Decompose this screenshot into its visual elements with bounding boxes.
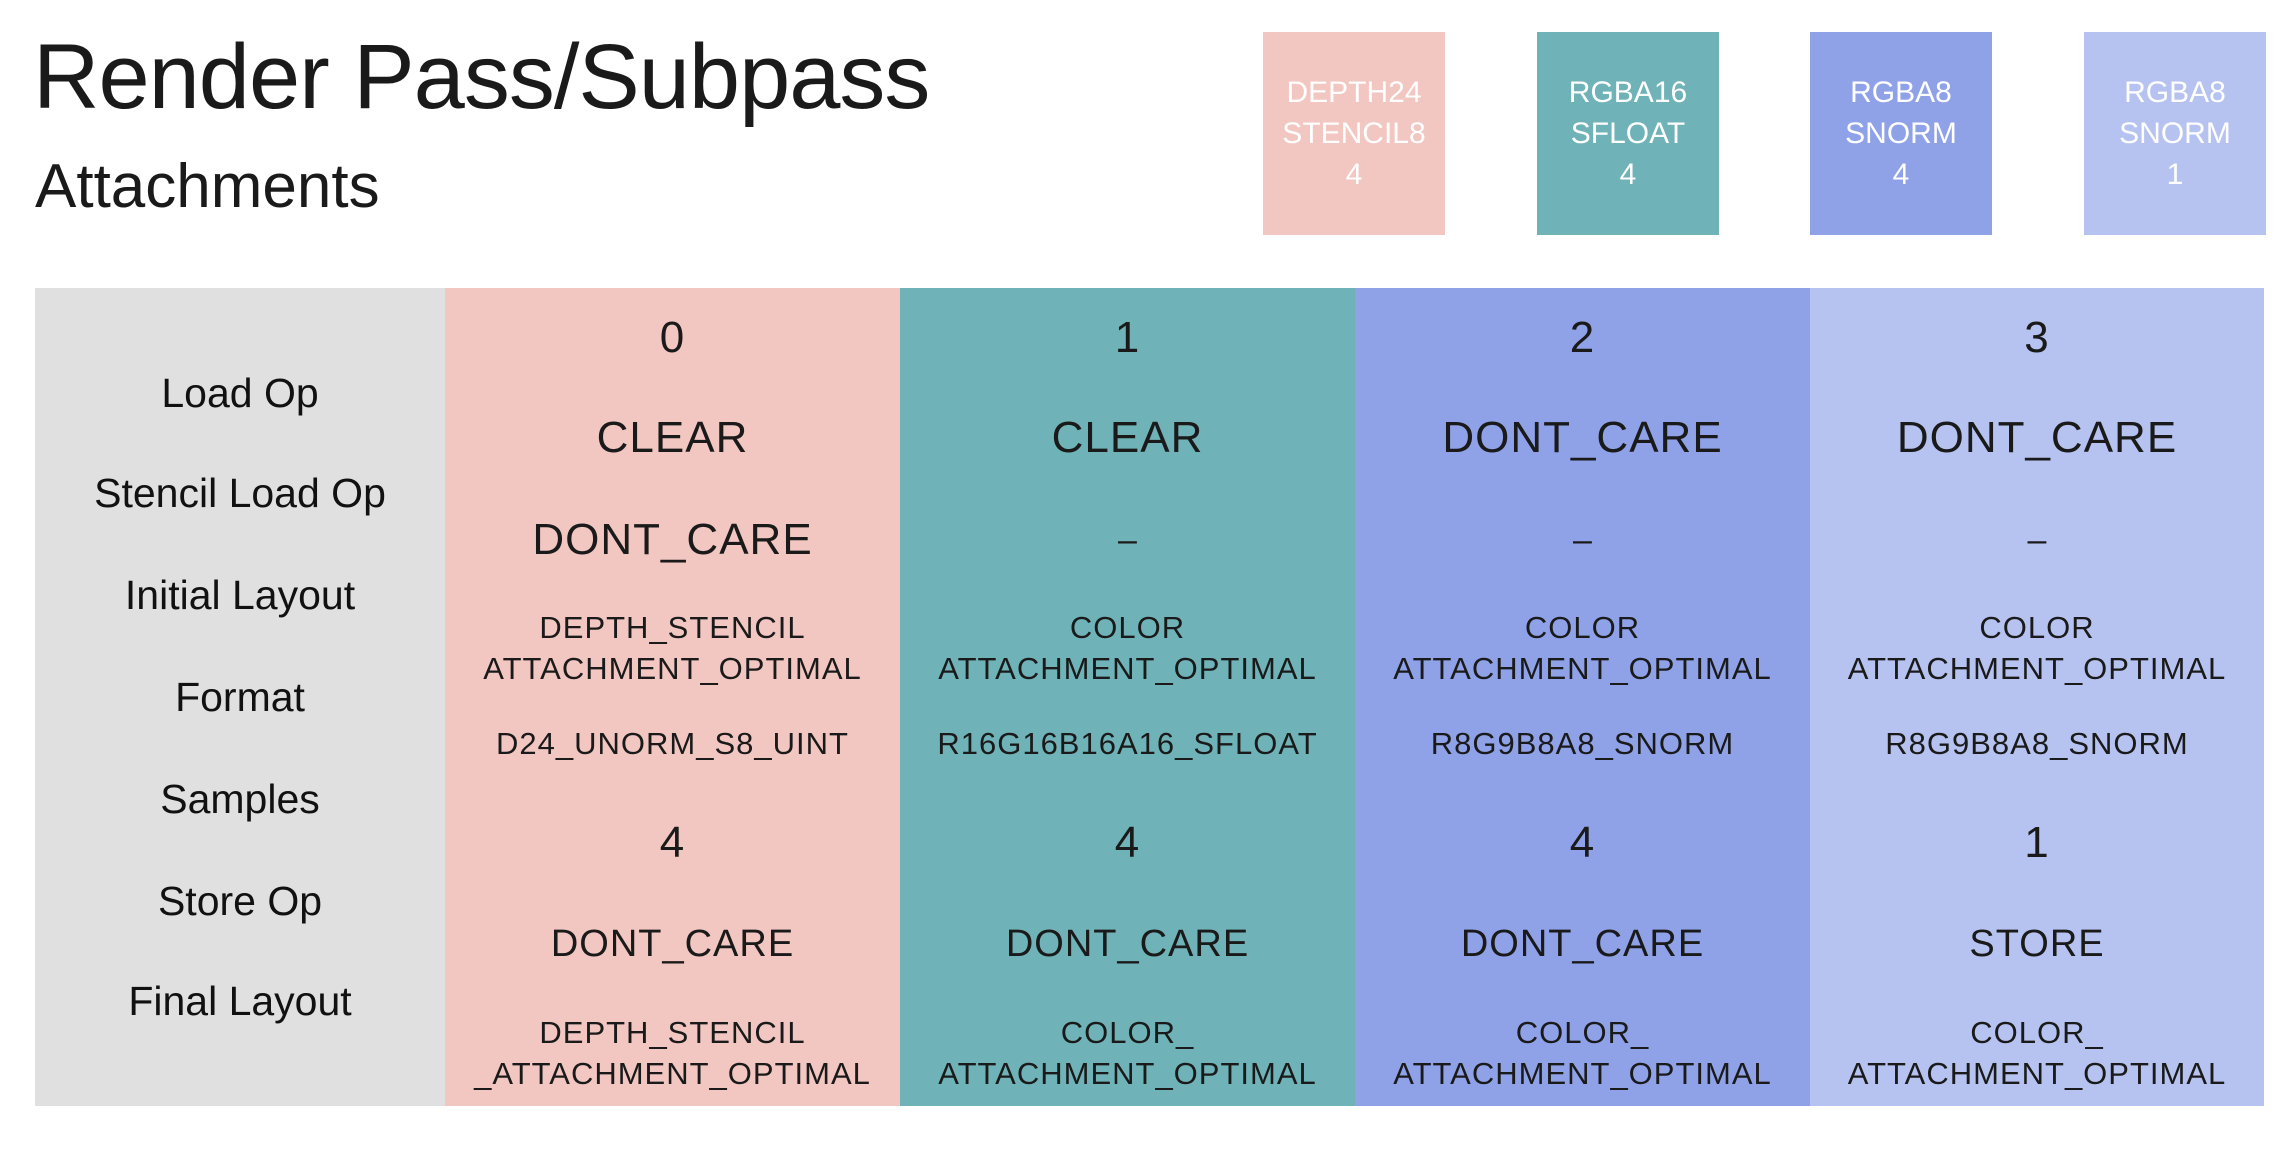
initial-layout-value: COLOR ATTACHMENT_OPTIMAL	[1810, 603, 2264, 693]
attachment-column-0: 0 CLEAR DONT_CARE DEPTH_STENCIL ATTACHME…	[445, 288, 900, 1106]
row-label-format: Format	[175, 673, 305, 720]
final-layout-line: ATTACHMENT_OPTIMAL	[1847, 1056, 2227, 1091]
swatch-line: RGBA8	[1850, 76, 1952, 109]
initial-layout-line: ATTACHMENT_OPTIMAL	[1393, 651, 1772, 686]
swatch-line: 4	[1619, 158, 1637, 191]
load-op-value: DONT_CARE	[1442, 413, 1723, 462]
swatch-line: STENCIL8	[1282, 117, 1426, 150]
attachment-index: 2	[1569, 313, 1596, 362]
final-layout-line: COLOR_	[1515, 1015, 1650, 1050]
swatch-attachment-3: RGBA8 SNORM 1	[2084, 32, 2266, 235]
row-label-samples: Samples	[160, 775, 320, 822]
load-op-value: CLEAR	[1051, 413, 1204, 462]
final-layout-value: COLOR_ ATTACHMENT_OPTIMAL	[1810, 1008, 2264, 1098]
samples-value: 1	[2024, 818, 2050, 867]
attachment-column-3: 3 DONT_CARE – COLOR ATTACHMENT_OPTIMAL R…	[1810, 288, 2264, 1106]
stencil-load-op-value: DONT_CARE	[532, 515, 813, 564]
initial-layout-line: ATTACHMENT_OPTIMAL	[1847, 651, 2227, 686]
attachment-column-1: 1 CLEAR – COLOR ATTACHMENT_OPTIMAL R16G1…	[900, 288, 1355, 1106]
initial-layout-line: DEPTH_STENCIL	[539, 610, 806, 645]
samples-value: 4	[1114, 818, 1141, 867]
swatch-attachment-1: RGBA16 SFLOAT 4	[1537, 32, 1719, 235]
swatch-line: 1	[2166, 158, 2184, 191]
initial-layout-line: COLOR	[1979, 610, 2095, 645]
initial-layout-line: COLOR	[1524, 610, 1641, 645]
stencil-load-op-value: –	[1573, 520, 1592, 559]
store-op-value: DONT_CARE	[550, 922, 795, 965]
initial-layout-value: COLOR ATTACHMENT_OPTIMAL	[900, 603, 1355, 693]
samples-value: 4	[659, 818, 686, 867]
final-layout-line: COLOR_	[1970, 1015, 2104, 1050]
row-label-store-op: Store Op	[157, 877, 323, 924]
row-label-load-op: Load Op	[161, 369, 319, 416]
swatch-attachment-0: DEPTH24 STENCIL8 4	[1263, 32, 1445, 235]
attachment-index: 1	[1114, 313, 1141, 362]
stencil-load-op-value: –	[1118, 520, 1137, 559]
swatch-line: SFLOAT	[1570, 117, 1686, 150]
attachment-index: 0	[659, 313, 686, 362]
row-label-initial-layout: Initial Layout	[124, 571, 356, 618]
swatch-line: 4	[1892, 158, 1910, 191]
initial-layout-value: DEPTH_STENCIL ATTACHMENT_OPTIMAL	[445, 603, 900, 693]
final-layout-value: COLOR_ ATTACHMENT_OPTIMAL	[1355, 1008, 1810, 1098]
format-value: R8G9B8A8_SNORM	[1885, 725, 2189, 761]
initial-layout-value: COLOR ATTACHMENT_OPTIMAL	[1355, 603, 1810, 693]
page-title: Render Pass/Subpass	[33, 26, 930, 128]
row-label-stencil-load-op: Stencil Load Op	[94, 469, 386, 516]
page-subtitle: Attachments	[35, 152, 380, 221]
stencil-load-op-value: –	[2027, 520, 2047, 559]
final-layout-line: ATTACHMENT_OPTIMAL	[1393, 1056, 1772, 1091]
swatch-line: SNORM	[1845, 117, 1957, 150]
swatch-attachment-2: RGBA8 SNORM 4	[1810, 32, 1992, 235]
samples-value: 4	[1569, 818, 1596, 867]
store-op-value: DONT_CARE	[1460, 922, 1705, 965]
final-layout-value: DEPTH_STENCIL _ATTACHMENT_OPTIMAL	[445, 1008, 900, 1098]
final-layout-value: COLOR_ ATTACHMENT_OPTIMAL	[900, 1008, 1355, 1098]
format-value: R16G16B16A16_SFLOAT	[937, 725, 1318, 761]
initial-layout-line: ATTACHMENT_OPTIMAL	[938, 651, 1317, 686]
swatch-line: SNORM	[2119, 117, 2231, 150]
attachment-index: 3	[2024, 313, 2050, 362]
final-layout-line: _ATTACHMENT_OPTIMAL	[474, 1056, 871, 1091]
final-layout-line: ATTACHMENT_OPTIMAL	[938, 1056, 1317, 1091]
final-layout-line: COLOR_	[1060, 1015, 1195, 1050]
format-value: D24_UNORM_S8_UINT	[496, 725, 849, 761]
row-label-column: Load Op Stencil Load Op Initial Layout F…	[35, 288, 445, 1106]
row-label-final-layout: Final Layout	[128, 977, 352, 1024]
final-layout-line: DEPTH_STENCIL	[539, 1015, 806, 1050]
swatch-line: RGBA8	[2124, 76, 2226, 109]
load-op-value: CLEAR	[596, 413, 749, 462]
format-value: R8G9B8A8_SNORM	[1430, 725, 1735, 761]
swatch-line: RGBA16	[1568, 76, 1688, 109]
store-op-value: STORE	[1969, 922, 2105, 965]
attachments-table: Load Op Stencil Load Op Initial Layout F…	[35, 288, 2264, 1106]
attachment-column-2: 2 DONT_CARE – COLOR ATTACHMENT_OPTIMAL R…	[1355, 288, 1810, 1106]
initial-layout-line: ATTACHMENT_OPTIMAL	[483, 651, 862, 686]
load-op-value: DONT_CARE	[1896, 413, 2178, 462]
swatch-line: 4	[1345, 158, 1363, 191]
store-op-value: DONT_CARE	[1005, 922, 1250, 965]
swatch-line: DEPTH24	[1286, 76, 1422, 109]
initial-layout-line: COLOR	[1069, 610, 1186, 645]
